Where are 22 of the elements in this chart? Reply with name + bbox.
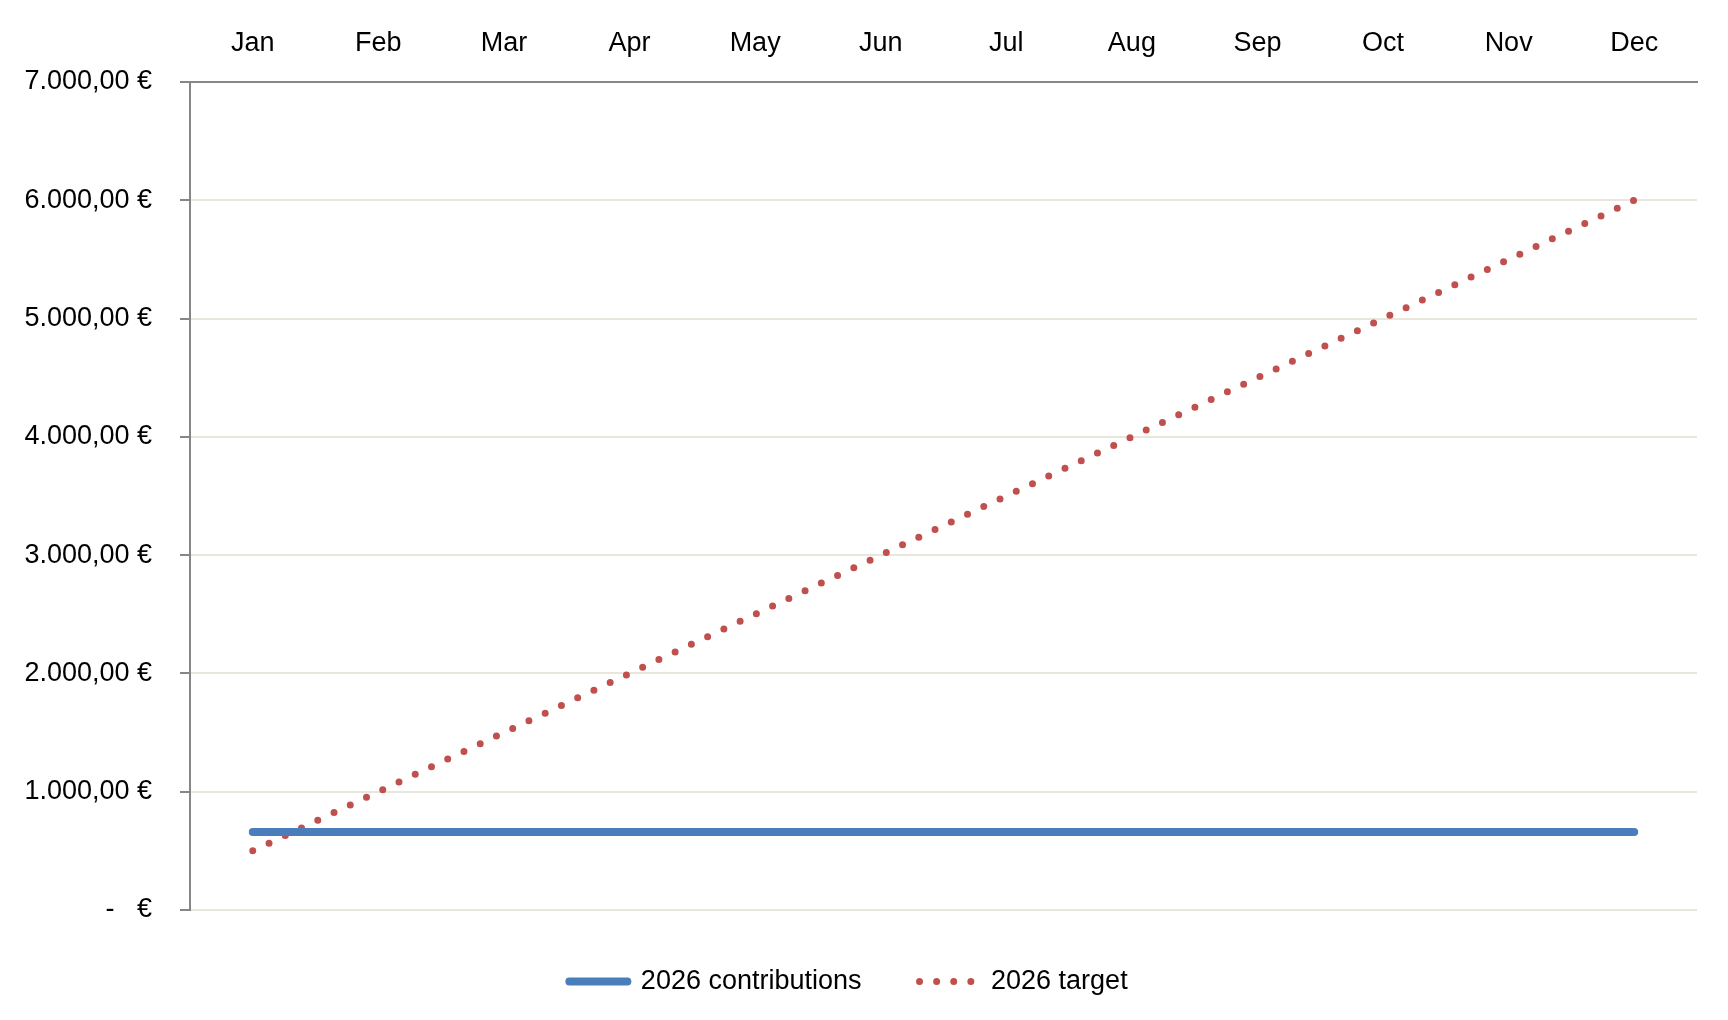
- x-tick-label: Nov: [1484, 27, 1534, 58]
- y-tick-label: 7.000,00 €: [24, 65, 152, 96]
- x-tick-label: Dec: [1610, 27, 1659, 58]
- legend-label: 2026 contributions: [640, 964, 862, 995]
- x-tick-label: Sep: [1233, 27, 1282, 58]
- y-tick-label: 3.000,00 €: [24, 538, 152, 569]
- y-tick-label: 1.000,00 €: [24, 775, 152, 806]
- y-tick-label: 6.000,00 €: [24, 183, 152, 214]
- x-tick-label: May: [729, 27, 782, 58]
- x-tick-label: Jun: [858, 27, 903, 58]
- legend-label: 2026 target: [991, 964, 1129, 995]
- y-tick-label: - €: [105, 893, 152, 924]
- x-tick-label: Apr: [608, 27, 651, 58]
- x-tick-label: Oct: [1362, 27, 1405, 58]
- y-tick-label: 4.000,00 €: [24, 420, 152, 451]
- x-tick-label: Aug: [1107, 27, 1156, 58]
- x-tick-label: Mar: [480, 27, 528, 58]
- x-tick-label: Jan: [231, 27, 275, 58]
- x-tick-label: Feb: [355, 27, 402, 58]
- y-tick-label: 2.000,00 €: [24, 656, 152, 687]
- y-tick-label: 5.000,00 €: [24, 302, 152, 333]
- x-tick-label: Jul: [989, 27, 1024, 58]
